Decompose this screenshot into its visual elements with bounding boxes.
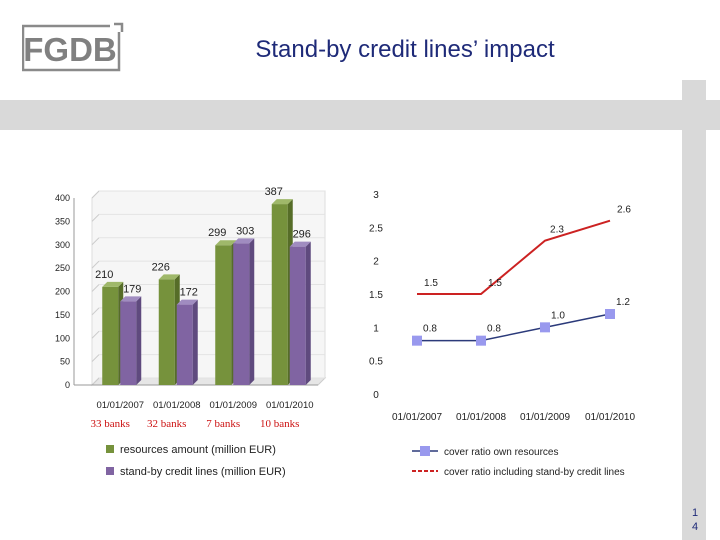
bar-side <box>249 238 255 385</box>
page-number-digit: 4 <box>691 521 699 533</box>
line-marker <box>476 335 486 346</box>
bar-x-tick-label: 01/01/2010 <box>266 400 314 411</box>
line-x-tick-label: 01/01/2007 <box>392 412 442 423</box>
bar-grid-diag <box>91 237 100 246</box>
line-marker <box>605 309 615 319</box>
bar-data-label: 296 <box>293 229 311 241</box>
bar-grid-diag <box>91 354 100 362</box>
page-number-digit: 1 <box>691 507 699 519</box>
line-legend-label: cover ratio including stand-by credit li… <box>444 467 625 478</box>
bar-data-label: 303 <box>236 225 254 237</box>
line-y-tick-label: 2.5 <box>369 223 383 234</box>
bar-top <box>120 296 142 302</box>
bar-grid-diag <box>91 330 100 339</box>
fgdb-logo: FGDB <box>22 22 124 72</box>
bar-y-tick-label: 250 <box>55 263 70 273</box>
bar-data-label: 179 <box>123 283 141 295</box>
line-x-tick-label: 01/01/2009 <box>520 412 570 423</box>
line-y-tick-label: 1 <box>373 323 379 334</box>
line-y-tick-label: 0.5 <box>369 357 383 368</box>
bank-count-label: 33 banks <box>91 418 130 430</box>
bar-top <box>102 281 124 287</box>
line-y-tick-label: 1.5 <box>369 290 383 301</box>
bar-side <box>136 296 142 385</box>
line-x-tick-label: 01/01/2008 <box>456 412 506 423</box>
bar-data-label: 210 <box>95 269 113 281</box>
bar-standby <box>289 246 306 385</box>
line-series-own <box>417 313 611 342</box>
bar-y-tick-label: 400 <box>55 193 70 203</box>
line-y-tick-label: 3 <box>373 190 379 201</box>
line-y-tick-label: 0 <box>373 390 379 401</box>
bar-side <box>192 299 198 385</box>
line-legend-label: cover ratio own resources <box>444 447 559 458</box>
line-data-label: 2.6 <box>617 205 631 216</box>
page-title: Stand-by credit lines’ impact <box>255 36 555 63</box>
line-marker <box>540 322 550 333</box>
bar-legend-swatch <box>106 467 114 475</box>
bar-legend-label: stand-by credit lines (million EUR) <box>120 466 286 478</box>
bar-top <box>176 299 198 305</box>
bar-data-label: 226 <box>152 261 170 273</box>
bar-standby <box>120 301 137 385</box>
bar-resources <box>158 279 175 385</box>
bar-grid-diag <box>91 190 100 199</box>
bar-grid-diag <box>91 214 100 222</box>
line-data-label: 1.5 <box>488 278 502 289</box>
line-series-standby <box>417 219 611 295</box>
bar-legend-swatch <box>106 445 114 453</box>
bar-resources <box>271 204 288 385</box>
bar-side <box>305 241 311 385</box>
bar-y-tick-label: 150 <box>55 310 70 320</box>
line-y-tick-label: 2 <box>373 257 379 268</box>
line-data-label: 1.5 <box>424 278 438 289</box>
bar-resources <box>102 286 119 385</box>
bar-resources <box>215 245 232 385</box>
bar-standby <box>233 243 250 385</box>
line-data-label: 1.2 <box>616 297 630 308</box>
logo-text: FGDB <box>23 31 117 68</box>
bar-standby <box>176 304 193 385</box>
line-marker <box>412 335 422 346</box>
line-data-label: 1.0 <box>551 310 565 321</box>
line-x-tick-label: 01/01/2010 <box>585 412 635 423</box>
bar-grid-diag <box>91 307 100 316</box>
side-bar <box>682 80 706 540</box>
bar-x-tick-label: 01/01/2009 <box>209 400 257 411</box>
line-data-label: 0.8 <box>423 324 437 335</box>
bar-y-tick-label: 50 <box>60 357 70 367</box>
bar-legend-label: resources amount (million EUR) <box>120 444 276 456</box>
bar-top <box>289 241 311 247</box>
bar-y-tick-label: 0 <box>65 380 70 390</box>
bar-y-tick-label: 350 <box>55 216 70 226</box>
line-data-label: 2.3 <box>550 225 564 236</box>
bar-x-tick-label: 01/01/2008 <box>153 400 201 411</box>
bar-grid-diag <box>91 260 100 269</box>
bar-data-label: 387 <box>265 186 283 198</box>
bar-x-tick-label: 01/01/2007 <box>96 400 144 411</box>
bar-top <box>158 274 180 280</box>
bar-grid-diag <box>91 284 100 292</box>
line-legend-marker <box>420 446 430 456</box>
line-data-label: 0.8 <box>487 324 501 335</box>
bar-y-tick-label: 200 <box>55 287 70 297</box>
bank-count-label: 7 banks <box>206 418 240 430</box>
bar-y-tick-label: 300 <box>55 240 70 250</box>
bar-data-label: 172 <box>180 287 198 299</box>
bar-chart: 0 50 100 150 200 250 300 350 400 210 179 01/01/2007… <box>55 186 327 478</box>
header-band <box>0 100 720 130</box>
bank-count-label: 10 banks <box>260 418 299 430</box>
bank-count-label: 32 banks <box>147 418 186 430</box>
bar-grid-diag <box>91 377 100 386</box>
bar-top <box>271 199 293 205</box>
line-chart: 0 0.5 1 1.5 2 2.5 3 1.5 1.5 2.3 2.6 0.8 0.8 1.0 1.2 01/… <box>369 190 635 478</box>
bar-top <box>233 238 255 244</box>
bar-y-tick-label: 100 <box>55 333 70 343</box>
bar-top <box>215 240 237 246</box>
bar-data-label: 299 <box>208 227 226 239</box>
